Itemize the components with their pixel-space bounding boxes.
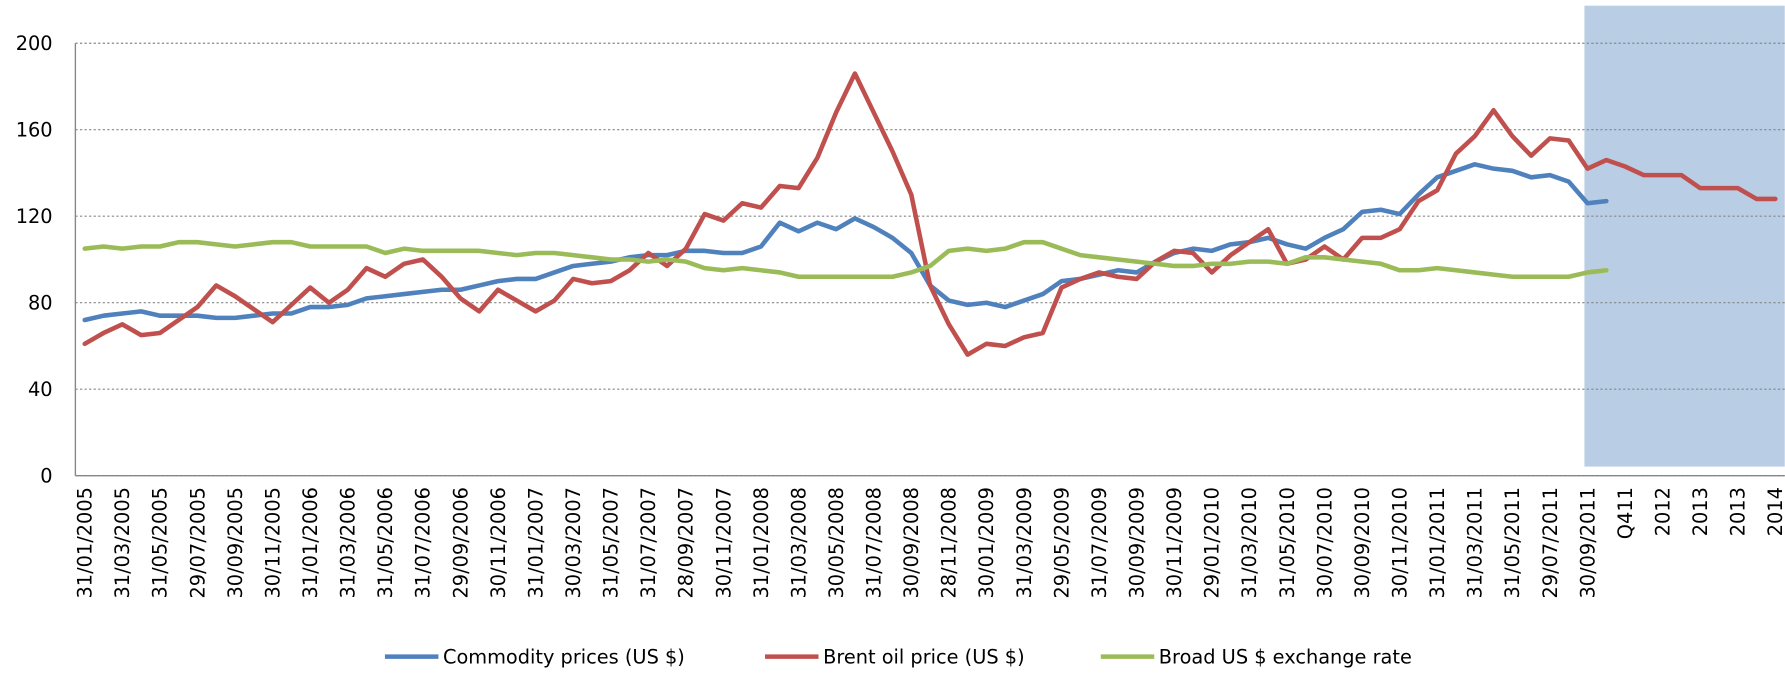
x-tick-label: 30/11/2006 (487, 487, 510, 598)
forecast-zone (1584, 5, 1785, 467)
x-tick-label: 31/03/2011 (1464, 487, 1487, 598)
series-line (82, 239, 1609, 280)
x-tick-label: 30/09/2008 (900, 487, 923, 598)
y-tick-label: 200 (16, 32, 53, 55)
x-tick-label: 31/05/2010 (1276, 487, 1299, 598)
x-tick-label: 31/03/2006 (337, 487, 360, 598)
x-tick-label: 30/11/2007 (712, 487, 735, 598)
x-tick-label: 2013 (1727, 487, 1750, 536)
legend-label: Brent oil price (US $) (823, 645, 1025, 668)
y-tick-label: 0 (40, 465, 52, 488)
legend: Commodity prices (US $) Brent oil price (… (384, 645, 1412, 668)
x-tick-label: 31/01/2011 (1426, 487, 1449, 598)
x-tick-label: 31/07/2007 (637, 487, 660, 598)
x-tick-label: 31/07/2009 (1088, 487, 1111, 598)
x-tick-label: 30/11/2010 (1388, 487, 1411, 598)
y-tick-label: 160 (16, 119, 53, 142)
x-tick-label: 29/05/2009 (1050, 487, 1073, 598)
grid (75, 42, 1785, 477)
x-tick-label: 29/07/2005 (186, 487, 209, 598)
x-tick-label: 30/09/2011 (1576, 487, 1599, 598)
y-tick-label: 40 (28, 378, 53, 401)
x-tick-label: 29/09/2006 (449, 487, 472, 598)
labels: 0 40 80 120 160 200 31/01/2005 31/03/2005 31/05/… (16, 32, 1785, 598)
lines (82, 71, 1778, 357)
x-tick-label: 28/09/2007 (675, 487, 698, 598)
x-tick-label: 31/01/2007 (524, 487, 547, 598)
x-tick-label: 31/05/2006 (374, 487, 397, 598)
x-tick-label: 30/09/2005 (224, 487, 247, 598)
x-tick-label: 31/03/2010 (1238, 487, 1261, 598)
x-tick-label: 30/11/2005 (261, 487, 284, 598)
x-tick-label: 2012 (1651, 487, 1674, 536)
x-tick-label: 31/03/2008 (787, 487, 810, 598)
series-line (82, 162, 1609, 323)
x-tick-label: 2013 (1689, 487, 1712, 536)
x-tick-label: 31/03/2005 (111, 487, 134, 598)
x-tick-label: 30/05/2008 (825, 487, 848, 598)
x-tick-label: 31/05/2011 (1501, 487, 1524, 598)
x-tick-label: 30/01/2009 (975, 487, 998, 598)
x-tick-label: 30/09/2009 (1126, 487, 1149, 598)
x-tick-label: 30/09/2010 (1351, 487, 1374, 598)
x-tick-label: 31/01/2005 (74, 487, 97, 598)
x-tick-label: 31/05/2005 (149, 487, 172, 598)
x-tick-label: 31/01/2006 (299, 487, 322, 598)
x-tick-label: 30/07/2010 (1313, 487, 1336, 598)
x-tick-label: 31/07/2006 (412, 487, 435, 598)
x-tick-label: Q411 (1614, 487, 1637, 539)
y-tick-label: 80 (28, 292, 53, 315)
x-tick-label: 28/11/2008 (938, 487, 961, 598)
legend-label: Broad US $ exchange rate (1159, 645, 1412, 668)
x-tick-label: 31/01/2008 (750, 487, 773, 598)
x-tick-label: 31/07/2008 (863, 487, 886, 598)
legend-label: Commodity prices (US $) (443, 645, 685, 668)
x-tick-label: 30/11/2009 (1163, 487, 1186, 598)
series-line (82, 71, 1778, 357)
x-tick-label: 31/05/2007 (600, 487, 623, 598)
x-tick-label: 29/07/2011 (1539, 487, 1562, 598)
y-tick-label: 120 (16, 205, 53, 228)
x-tick-label: 29/01/2010 (1201, 487, 1224, 598)
x-tick-label: 2014 (1764, 487, 1785, 536)
x-tick-label: 30/03/2007 (562, 487, 585, 598)
x-tick-label: 31/03/2009 (1013, 487, 1036, 598)
